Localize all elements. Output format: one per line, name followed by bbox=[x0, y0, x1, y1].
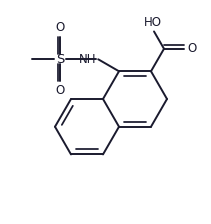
Text: O: O bbox=[187, 42, 196, 55]
Text: O: O bbox=[55, 21, 65, 34]
Text: O: O bbox=[55, 84, 65, 97]
Text: HO: HO bbox=[144, 16, 162, 29]
Text: NH: NH bbox=[79, 53, 96, 66]
Text: S: S bbox=[56, 53, 64, 66]
